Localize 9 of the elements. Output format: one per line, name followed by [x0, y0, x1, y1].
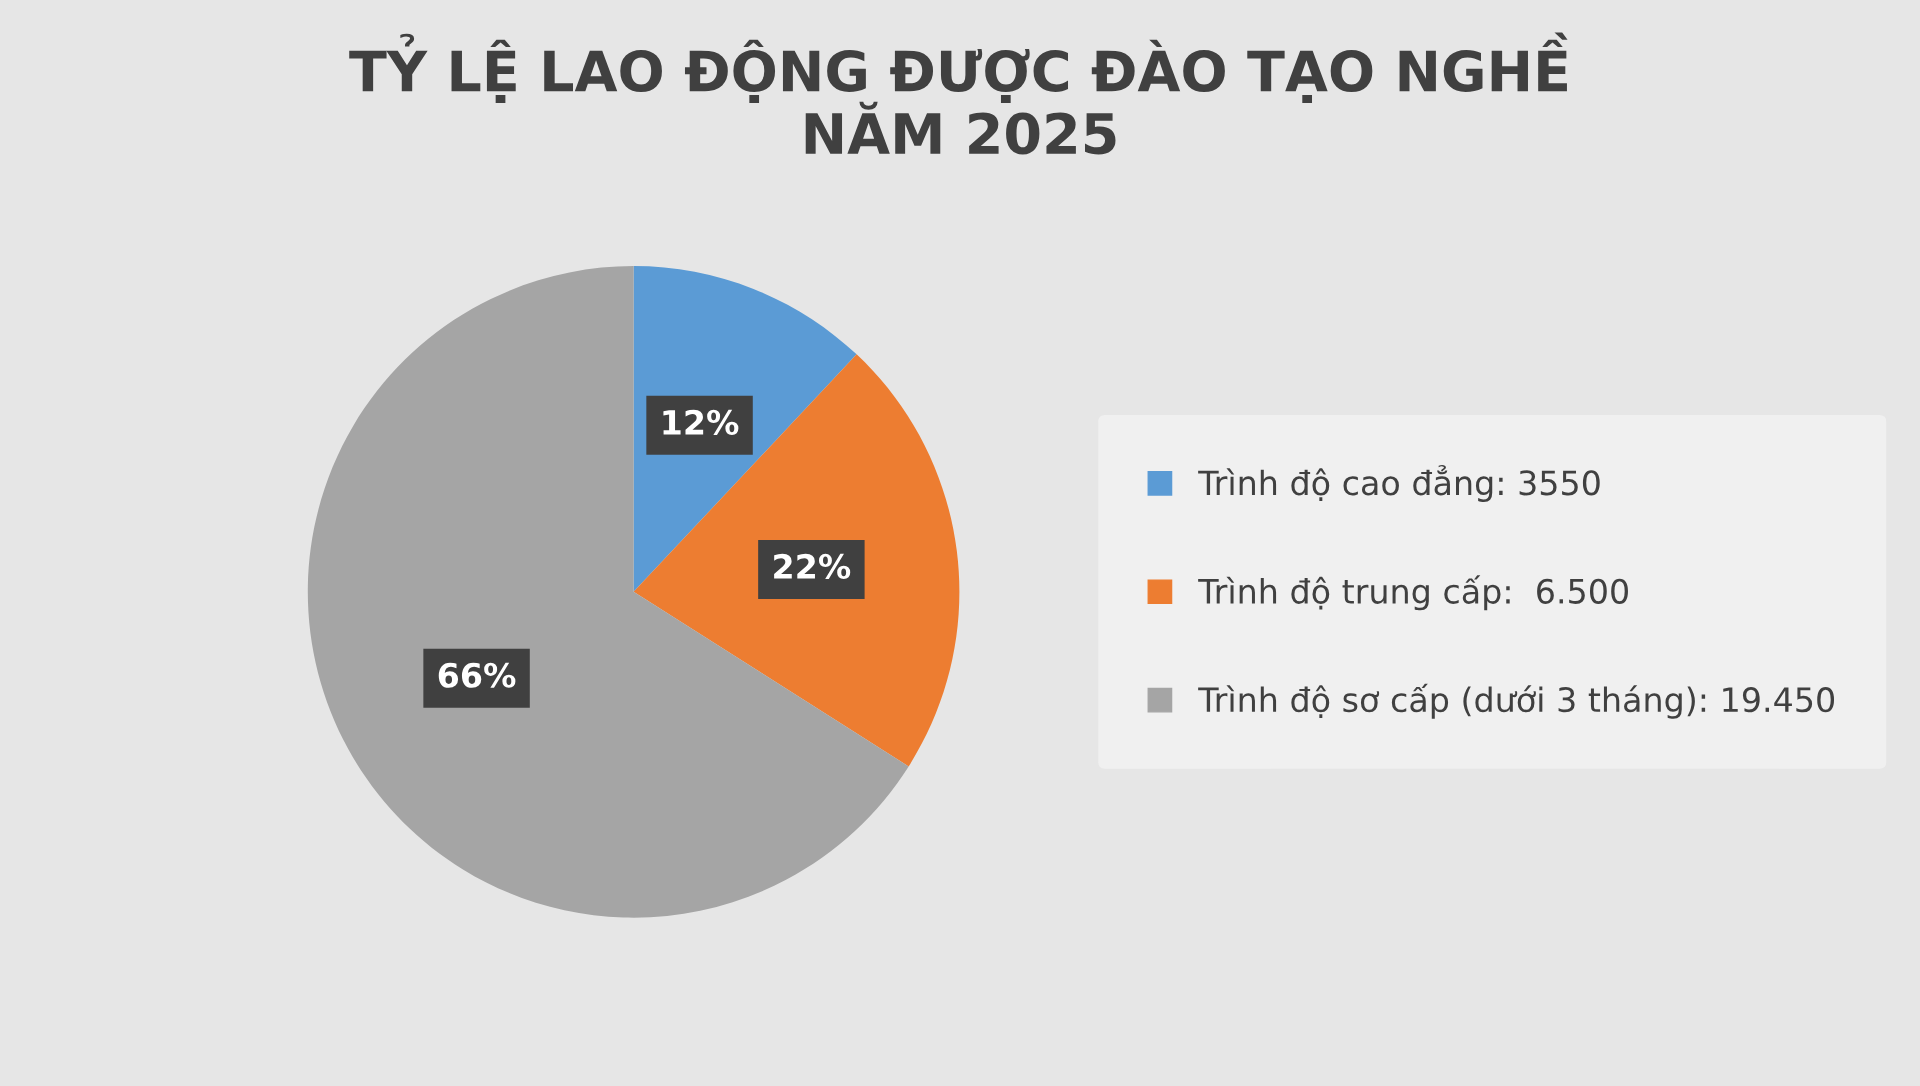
pie-slice [307, 266, 909, 918]
data-label: 22% [774, 553, 851, 580]
legend-label: Trình độ sơ cấp (dưới 3 tháng): 19.450 [1198, 683, 1835, 719]
legend-label: Trình độ trung cấp: 6.500 [1198, 575, 1628, 611]
pie-slice [633, 354, 960, 767]
data-label: 12% [663, 409, 739, 435]
data-label: 66% [438, 662, 516, 688]
chart-title: TỶ LỆ LAO ĐỘNG ĐƯỢC ĐÀO TẠO NGHỀ NĂM 2025 [349, 32, 1568, 155]
legend-label: Trình độ cao đẳng: 3550 [1198, 464, 1600, 502]
